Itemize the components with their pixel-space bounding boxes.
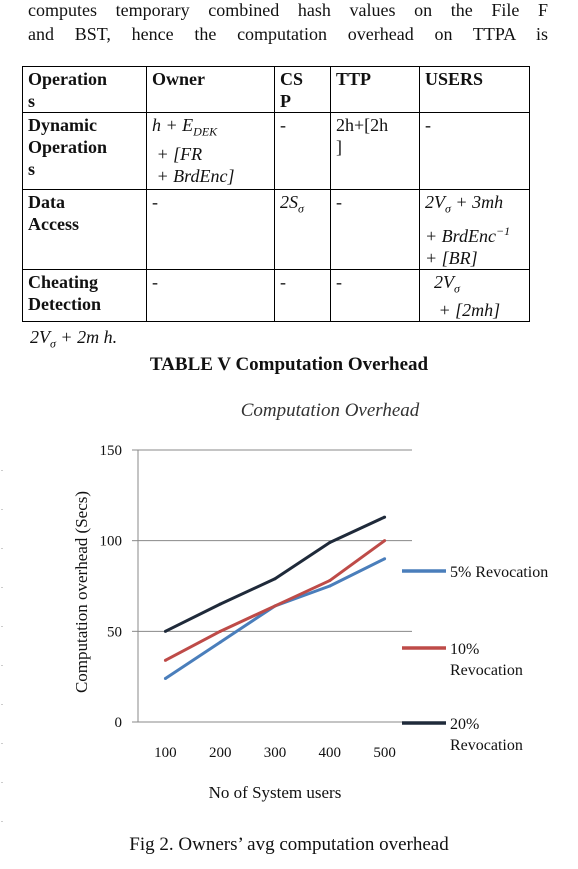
intro-line-2: and BST, hence the computation overhead … [28, 24, 548, 44]
margin-marks [1, 470, 3, 860]
figure-caption: Fig 2. Owners’ avg computation overhead [129, 834, 449, 855]
series-line-1 [164, 557, 386, 680]
data-point-s1-500 [383, 557, 387, 561]
x-tick-label-500: 500 [373, 745, 396, 761]
data-point-s2-200 [218, 629, 222, 633]
data-point-s1-400 [328, 584, 332, 588]
cell-op-data-access: Data Access [22, 189, 147, 270]
cell-users-dynamic: - [419, 112, 530, 190]
header-users: USERS [419, 66, 530, 113]
cell-owner-dynamic: h + EDEK + [FR + BrdEnc] [146, 112, 275, 190]
y-tick-label-50: 50 [107, 624, 122, 640]
cell-op-dynamic: Dynamic Operation s [22, 112, 147, 190]
cell-op-cheating: Cheating Detection [22, 268, 147, 323]
data-point-s3-300 [273, 577, 277, 581]
below-table-text: 2Vσ + 2m h. [30, 327, 118, 351]
x-tick-label-400: 400 [319, 745, 342, 761]
series-line-2 [164, 539, 386, 662]
header-operations: Operation s [22, 66, 147, 113]
data-point-s2-400 [328, 579, 332, 583]
data-point-s2-300 [273, 604, 277, 608]
data-point-s3-500 [383, 515, 387, 519]
y-tick-label-0: 0 [115, 715, 123, 731]
legend-label-3: 20% Revocation [450, 716, 523, 754]
data-point-s1-100 [163, 676, 167, 680]
cell-ttp-dynamic: 2h+[2h] [330, 112, 420, 190]
table-row-cheating-detection: Cheating Detection - - - 2Vσ + [2mh] [22, 268, 530, 323]
header-csp: CS P [274, 66, 331, 113]
x-axis-label: No of System users [209, 783, 342, 802]
cell-csp-dynamic: - [274, 112, 331, 190]
cell-users-cheating: 2Vσ + [2mh] [419, 268, 530, 323]
intro-line-1: computes temporary combined hash values … [28, 0, 548, 20]
data-point-s1-200 [218, 640, 222, 644]
table-row-data-access: Data Access - 2Sσ - 2Vσ + 3mh + BrdEnc−1 + … [22, 189, 530, 270]
intro-paragraph: computes temporary combined hash values … [28, 0, 548, 46]
computation-overhead-table: Operation s Owner CS P TTP USERS Dynamic Op… [22, 66, 530, 323]
data-point-s3-100 [163, 629, 167, 633]
cell-csp-cheating: - [274, 268, 331, 323]
data-point-s3-400 [328, 540, 332, 544]
data-point-s2-500 [383, 539, 387, 543]
header-owner: Owner [146, 66, 275, 113]
cell-owner-data-access: - [146, 189, 275, 270]
y-tick-label-100: 100 [100, 534, 123, 550]
y-tick-label-150: 150 [100, 443, 123, 459]
x-tick-label-300: 300 [264, 745, 287, 761]
y-axis-label: Computation overhead (Secs) [72, 491, 91, 693]
cell-owner-cheating: - [146, 268, 275, 323]
table-header-row: Operation s Owner CS P TTP USERS [22, 66, 530, 113]
data-point-s2-100 [163, 658, 167, 662]
x-tick-label-200: 200 [209, 745, 232, 761]
cell-ttp-cheating: - [330, 268, 420, 323]
cell-ttp-data-access: - [330, 189, 420, 270]
x-tick-label-100: 100 [154, 745, 177, 761]
cell-csp-data-access: 2Sσ [274, 189, 331, 270]
data-point-s3-200 [218, 602, 222, 606]
table-row-dynamic-operations: Dynamic Operation s h + EDEK + [FR + BrdEn… [22, 112, 530, 190]
computation-overhead-chart: Computation Overhead 0 50 100 150 100 200 300 40… [72, 400, 548, 802]
cell-users-data-access: 2Vσ + 3mh + BrdEnc−1 + [BR] [419, 189, 530, 270]
header-ttp: TTP [330, 66, 420, 113]
chart-title: Computation Overhead [241, 400, 420, 421]
legend-label-1: 5% Revocation [450, 564, 548, 581]
table-caption: TABLE V Computation Overhead [149, 354, 429, 375]
legend-label-2: 10% Revocation [450, 641, 523, 679]
